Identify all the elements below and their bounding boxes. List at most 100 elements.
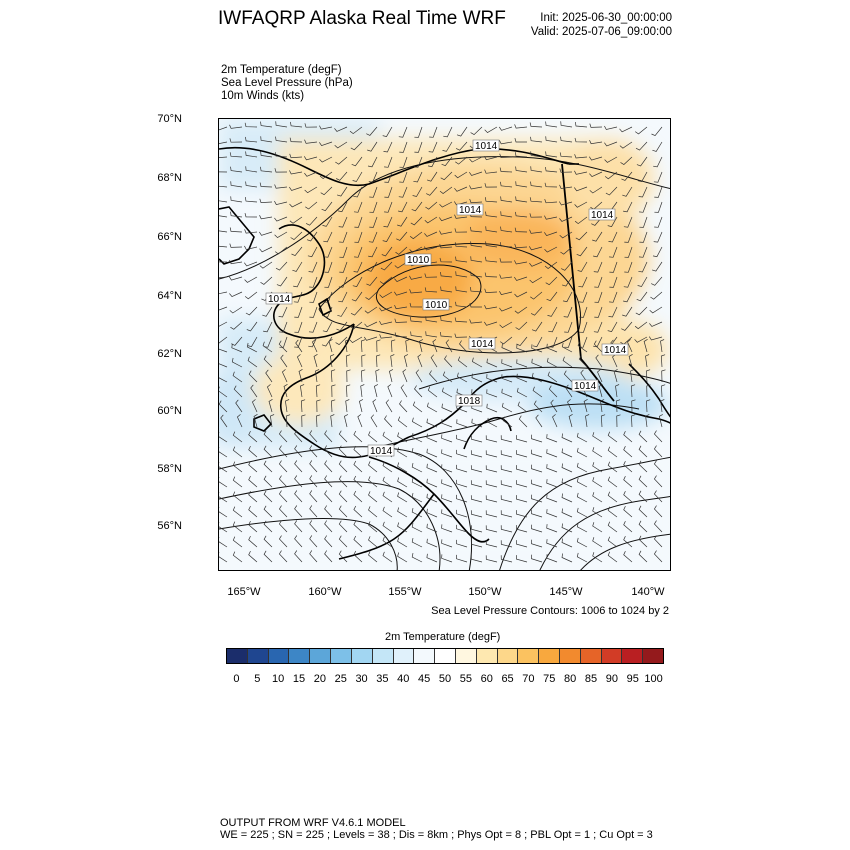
wind-barb <box>485 226 498 233</box>
wind-barb <box>499 126 513 131</box>
wind-barb <box>324 520 333 533</box>
wind-barb <box>346 384 351 398</box>
wind-barb <box>471 373 483 383</box>
wind-barb <box>456 554 468 563</box>
wind-barb <box>426 171 438 182</box>
wind-barb <box>411 538 423 548</box>
wind-barb <box>394 276 408 283</box>
colorbar-label: 55 <box>459 673 472 685</box>
wind-barb <box>653 505 663 518</box>
wind-barb <box>485 480 498 488</box>
wind-barb <box>275 121 288 128</box>
wind-barb <box>471 418 483 428</box>
wind-barb <box>270 414 275 428</box>
wind-barb <box>499 258 513 263</box>
wind-barb <box>660 399 665 413</box>
wind-barb <box>653 460 663 473</box>
wind-barb <box>469 319 483 324</box>
wind-barb <box>275 261 288 271</box>
wind-barb <box>412 401 423 413</box>
wind-barb <box>338 445 348 458</box>
wind-barb <box>499 167 513 173</box>
wind-barb <box>561 342 573 353</box>
wind-barb <box>349 336 363 344</box>
wind-barb <box>485 555 498 563</box>
wind-barb <box>426 538 438 548</box>
wind-barb <box>457 356 468 368</box>
wind-barb <box>338 291 348 303</box>
wind-barb <box>353 535 363 548</box>
wind-barb <box>219 200 228 203</box>
map-panel[interactable]: 1014 1014 1014 1010 1010 1014 <box>218 118 671 571</box>
wind-barb <box>576 537 588 548</box>
wind-barb <box>470 226 483 233</box>
wind-barb <box>562 356 573 368</box>
wind-barb <box>411 463 423 473</box>
wind-barb <box>399 400 408 413</box>
wind-barb <box>322 216 333 227</box>
wind-barb <box>425 201 438 210</box>
border-line <box>561 163 615 402</box>
wind-barb <box>382 551 393 563</box>
wind-barb <box>229 306 243 314</box>
wind-barb <box>294 321 303 333</box>
wind-barb <box>529 229 543 234</box>
wind-barb <box>352 171 363 182</box>
wind-barb <box>455 156 468 165</box>
wind-barb <box>339 246 348 258</box>
wind-barb <box>531 344 543 353</box>
wind-barb <box>654 201 663 213</box>
wind-barb <box>531 449 543 458</box>
wind-barb <box>623 491 633 503</box>
wind-barb <box>338 490 348 503</box>
wind-barb <box>518 415 528 428</box>
wind-barb <box>219 171 228 173</box>
wind-barb <box>230 196 243 203</box>
wind-barb <box>304 171 318 177</box>
wind-barb <box>330 369 336 383</box>
wind-barb <box>324 475 333 488</box>
wind-barb <box>402 369 408 383</box>
wind-barb <box>515 166 528 173</box>
wind-barb <box>400 384 408 398</box>
wind-barb <box>370 414 378 428</box>
wind-barb <box>517 401 528 413</box>
wind-barb <box>304 186 318 194</box>
wind-barb <box>531 372 543 383</box>
wind-barb <box>643 338 648 353</box>
wind-barb <box>366 126 378 136</box>
wind-barb <box>285 414 291 428</box>
wind-barb <box>280 354 288 368</box>
colorbar-swatch <box>351 649 373 663</box>
wind-barb <box>546 464 558 473</box>
wind-barb <box>531 479 543 488</box>
wind-barb <box>516 359 528 368</box>
wind-barb <box>608 306 618 318</box>
pressure-label: 1014 <box>571 379 599 392</box>
field-label-winds: 10m Winds (kts) <box>221 90 305 102</box>
wind-barb <box>338 430 348 443</box>
wind-barb <box>653 520 663 533</box>
wind-barb <box>309 520 318 533</box>
wind-barb <box>636 291 648 302</box>
wind-barb <box>411 448 423 458</box>
wind-barb <box>456 449 468 458</box>
wind-barb <box>619 141 633 149</box>
wind-barb <box>410 216 423 226</box>
wind-barb <box>382 231 393 243</box>
wind-barb <box>613 368 618 383</box>
wind-barb <box>289 186 303 191</box>
wind-barb <box>388 369 394 383</box>
colorbar-label: 0 <box>233 673 240 685</box>
wind-barb <box>486 403 498 413</box>
wind-barb <box>413 171 423 183</box>
wind-barb <box>229 243 243 248</box>
wind-barb <box>592 507 603 518</box>
wind-barb <box>501 374 513 383</box>
wind-barb <box>411 553 423 563</box>
wind-barb <box>335 156 348 165</box>
wind-barb <box>376 354 381 368</box>
wind-barb <box>589 186 603 194</box>
wind-barb <box>568 413 573 428</box>
wind-barb <box>484 169 498 174</box>
